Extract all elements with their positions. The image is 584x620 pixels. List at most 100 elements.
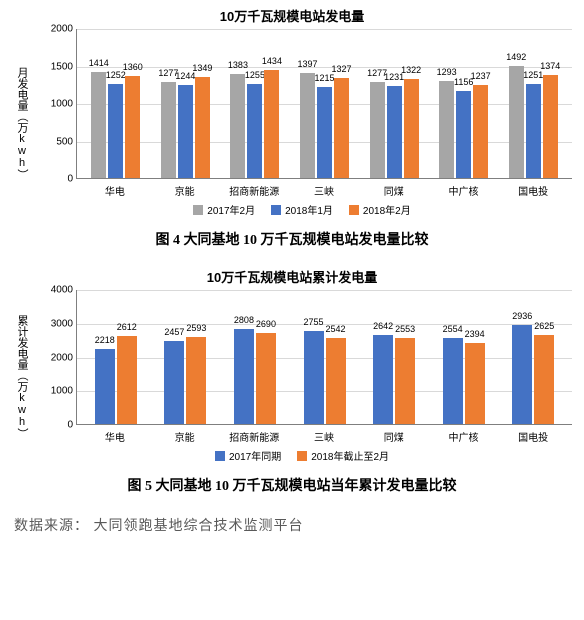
bar-value-label: 1360 bbox=[123, 62, 143, 72]
bar-value-label: 1492 bbox=[506, 52, 526, 62]
bar: 1397 bbox=[300, 73, 315, 178]
bar-value-label: 1327 bbox=[332, 64, 352, 74]
x-tick-label: 京能 bbox=[150, 425, 220, 444]
bar-group: 138312551434 bbox=[220, 29, 290, 178]
bar: 2755 bbox=[304, 331, 324, 424]
bar: 2808 bbox=[234, 329, 254, 424]
bar-value-label: 1383 bbox=[228, 60, 248, 70]
legend-label: 2018年2月 bbox=[363, 202, 411, 217]
chart-title: 10万千瓦规模电站累计发电量 bbox=[12, 267, 572, 286]
bar-group: 26422553 bbox=[359, 290, 429, 424]
bar: 2625 bbox=[534, 335, 554, 424]
bar: 1349 bbox=[195, 77, 210, 178]
legend-item: 2018年2月 bbox=[349, 202, 411, 217]
bar-value-label: 1322 bbox=[401, 65, 421, 75]
bar-value-label: 2690 bbox=[256, 319, 276, 329]
bar-group: 24572593 bbox=[151, 290, 221, 424]
chart-monthly-generation: 10万千瓦规模电站发电量 月发电量（万kwh） 0500100015002000… bbox=[0, 0, 584, 217]
bar: 1255 bbox=[247, 84, 262, 178]
legend-label: 2017年2月 bbox=[207, 202, 255, 217]
legend-swatch bbox=[215, 451, 225, 461]
y-tick: 2000 bbox=[37, 24, 73, 35]
bar: 1237 bbox=[473, 85, 488, 178]
figure-caption-4: 图 4 大同基地 10 万千瓦规模电站发电量比较 bbox=[0, 229, 584, 249]
data-source: 数据来源： 大同领跑基地综合技术监测平台 bbox=[0, 507, 584, 543]
chart-plot: 0100020003000400022182612245725932808269… bbox=[32, 290, 572, 463]
chart-title: 10万千瓦规模电站发电量 bbox=[12, 6, 572, 25]
x-tick-label: 中广核 bbox=[429, 425, 499, 444]
bar: 1251 bbox=[526, 84, 541, 178]
y-axis-label: 累计发电量（万kwh） bbox=[12, 290, 32, 463]
figure-caption-5: 图 5 大同基地 10 万千瓦规模电站当年累计发电量比较 bbox=[0, 475, 584, 495]
x-tick-label: 招商新能源 bbox=[219, 179, 289, 198]
bar-value-label: 2642 bbox=[373, 321, 393, 331]
x-tick-label: 三峡 bbox=[289, 179, 359, 198]
bar: 1156 bbox=[456, 91, 471, 178]
bar-value-label: 1397 bbox=[298, 59, 318, 69]
bar-value-label: 2542 bbox=[326, 324, 346, 334]
bar: 1293 bbox=[439, 81, 454, 178]
legend-swatch bbox=[349, 205, 359, 215]
x-tick-label: 国电投 bbox=[498, 179, 568, 198]
bar: 2457 bbox=[164, 341, 184, 424]
bar: 2218 bbox=[95, 349, 115, 424]
bar-value-label: 2218 bbox=[95, 335, 115, 345]
bar: 2553 bbox=[395, 338, 415, 424]
legend-item: 2017年同期 bbox=[215, 448, 281, 463]
bar: 1277 bbox=[161, 82, 176, 178]
chart-plot: 0500100015002000141412521360127712441349… bbox=[32, 29, 572, 217]
bar-value-label: 1434 bbox=[262, 56, 282, 66]
y-tick: 1500 bbox=[37, 61, 73, 72]
y-tick: 0 bbox=[37, 174, 73, 185]
bar: 2554 bbox=[443, 338, 463, 424]
legend-swatch bbox=[193, 205, 203, 215]
y-tick: 500 bbox=[37, 136, 73, 147]
bar-group: 127712441349 bbox=[151, 29, 221, 178]
bar-value-label: 1349 bbox=[192, 63, 212, 73]
bar: 1244 bbox=[178, 85, 193, 178]
x-tick-label: 中广核 bbox=[429, 179, 499, 198]
bar: 1492 bbox=[509, 66, 524, 178]
bar-group: 129311561237 bbox=[429, 29, 499, 178]
bar: 1231 bbox=[387, 86, 402, 178]
legend-label: 2018年1月 bbox=[285, 202, 333, 217]
bar-value-label: 2755 bbox=[304, 317, 324, 327]
bar-value-label: 1414 bbox=[89, 58, 109, 68]
bar: 1434 bbox=[264, 70, 279, 178]
y-tick: 1000 bbox=[37, 386, 73, 397]
bar: 2612 bbox=[117, 336, 137, 424]
bar-value-label: 2553 bbox=[395, 324, 415, 334]
bar: 1277 bbox=[370, 82, 385, 178]
bar-group: 29362625 bbox=[498, 290, 568, 424]
bar: 2936 bbox=[512, 325, 532, 424]
bar-value-label: 2554 bbox=[443, 324, 463, 334]
bar: 1383 bbox=[230, 74, 245, 178]
bar-group: 27552542 bbox=[290, 290, 360, 424]
bar: 1322 bbox=[404, 79, 419, 178]
x-tick-label: 三峡 bbox=[289, 425, 359, 444]
legend-swatch bbox=[297, 451, 307, 461]
bar: 1252 bbox=[108, 84, 123, 178]
bar-value-label: 1374 bbox=[540, 61, 560, 71]
x-tick-label: 华电 bbox=[80, 425, 150, 444]
legend-label: 2017年同期 bbox=[229, 448, 281, 463]
bar-group: 149212511374 bbox=[498, 29, 568, 178]
bar: 1327 bbox=[334, 78, 349, 178]
bar: 2593 bbox=[186, 337, 206, 425]
y-tick: 4000 bbox=[37, 285, 73, 296]
bar-value-label: 2394 bbox=[465, 329, 485, 339]
bar-group: 25542394 bbox=[429, 290, 499, 424]
y-tick: 0 bbox=[37, 420, 73, 431]
bar: 1374 bbox=[543, 75, 558, 178]
bar-group: 22182612 bbox=[81, 290, 151, 424]
bar-group: 127712311322 bbox=[359, 29, 429, 178]
y-tick: 2000 bbox=[37, 352, 73, 363]
x-tick-label: 招商新能源 bbox=[219, 425, 289, 444]
bar-value-label: 1293 bbox=[437, 67, 457, 77]
bar-group: 1414 1252 1360 bbox=[81, 29, 151, 178]
legend-item: 2018年截止至2月 bbox=[297, 448, 389, 463]
bar: 2394 bbox=[465, 343, 485, 424]
bar-value-label: 2625 bbox=[534, 321, 554, 331]
x-tick-label: 同煤 bbox=[359, 425, 429, 444]
bar-value-label: 1251 bbox=[523, 70, 543, 80]
